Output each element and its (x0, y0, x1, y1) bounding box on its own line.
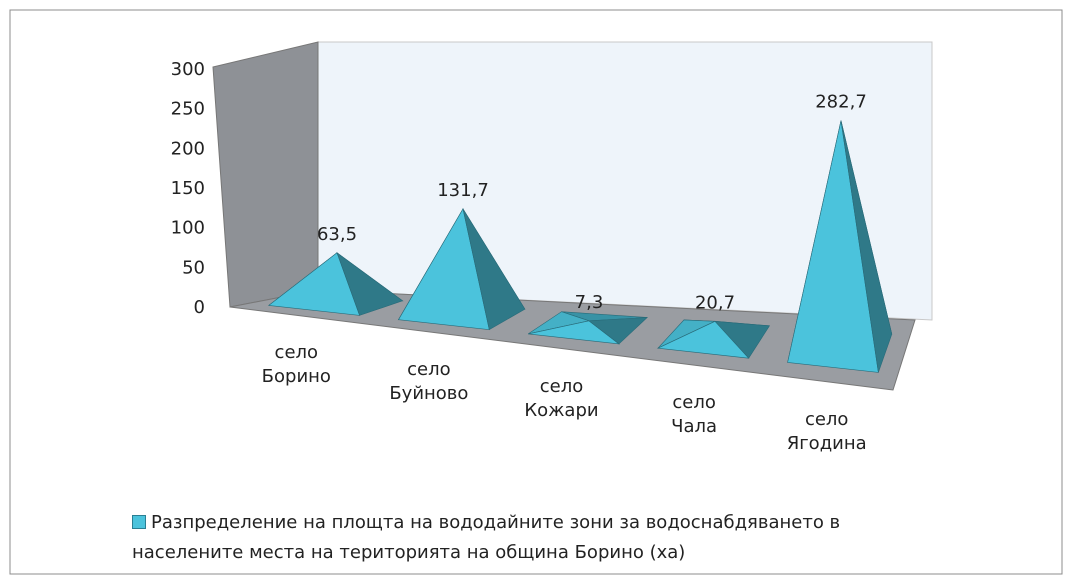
pyramid-face (714, 320, 771, 359)
legend-label: Разпределение на площта на вододайните з… (132, 512, 841, 563)
pyramid-face (840, 120, 893, 373)
x-tick-label: село Ягодина (786, 408, 867, 454)
data-label: 20,7 (695, 292, 735, 313)
legend: Разпределение на площта на вододайните з… (132, 508, 852, 568)
y-tick-label: 50 (182, 257, 205, 278)
data-label: 63,5 (317, 224, 357, 245)
data-label: 131,7 (437, 180, 489, 201)
pyramid (268, 251, 404, 316)
pyramid (397, 208, 526, 331)
pyramid (787, 120, 893, 373)
x-tick-label: село Чала (671, 392, 718, 438)
pyramid (656, 319, 771, 359)
side-wall (212, 41, 319, 308)
y-tick-label: 150 (171, 178, 205, 199)
y-tick-label: 0 (194, 297, 205, 318)
data-label: 7,3 (575, 292, 604, 313)
x-tick-label: село Буйново (389, 358, 469, 404)
legend-swatch (132, 515, 146, 529)
y-tick-label: 200 (171, 138, 205, 159)
y-tick-label: 100 (171, 218, 205, 239)
y-tick-label: 250 (171, 99, 205, 120)
pyramid-face (462, 208, 526, 331)
x-tick-label: село Борино (261, 342, 331, 388)
data-label: 282,7 (815, 92, 867, 113)
pyramid-face (588, 317, 649, 345)
x-tick-label: село Кожари (524, 375, 599, 421)
y-tick-label: 300 (171, 59, 205, 80)
pyramid (528, 311, 649, 345)
pyramid-face (336, 251, 404, 316)
